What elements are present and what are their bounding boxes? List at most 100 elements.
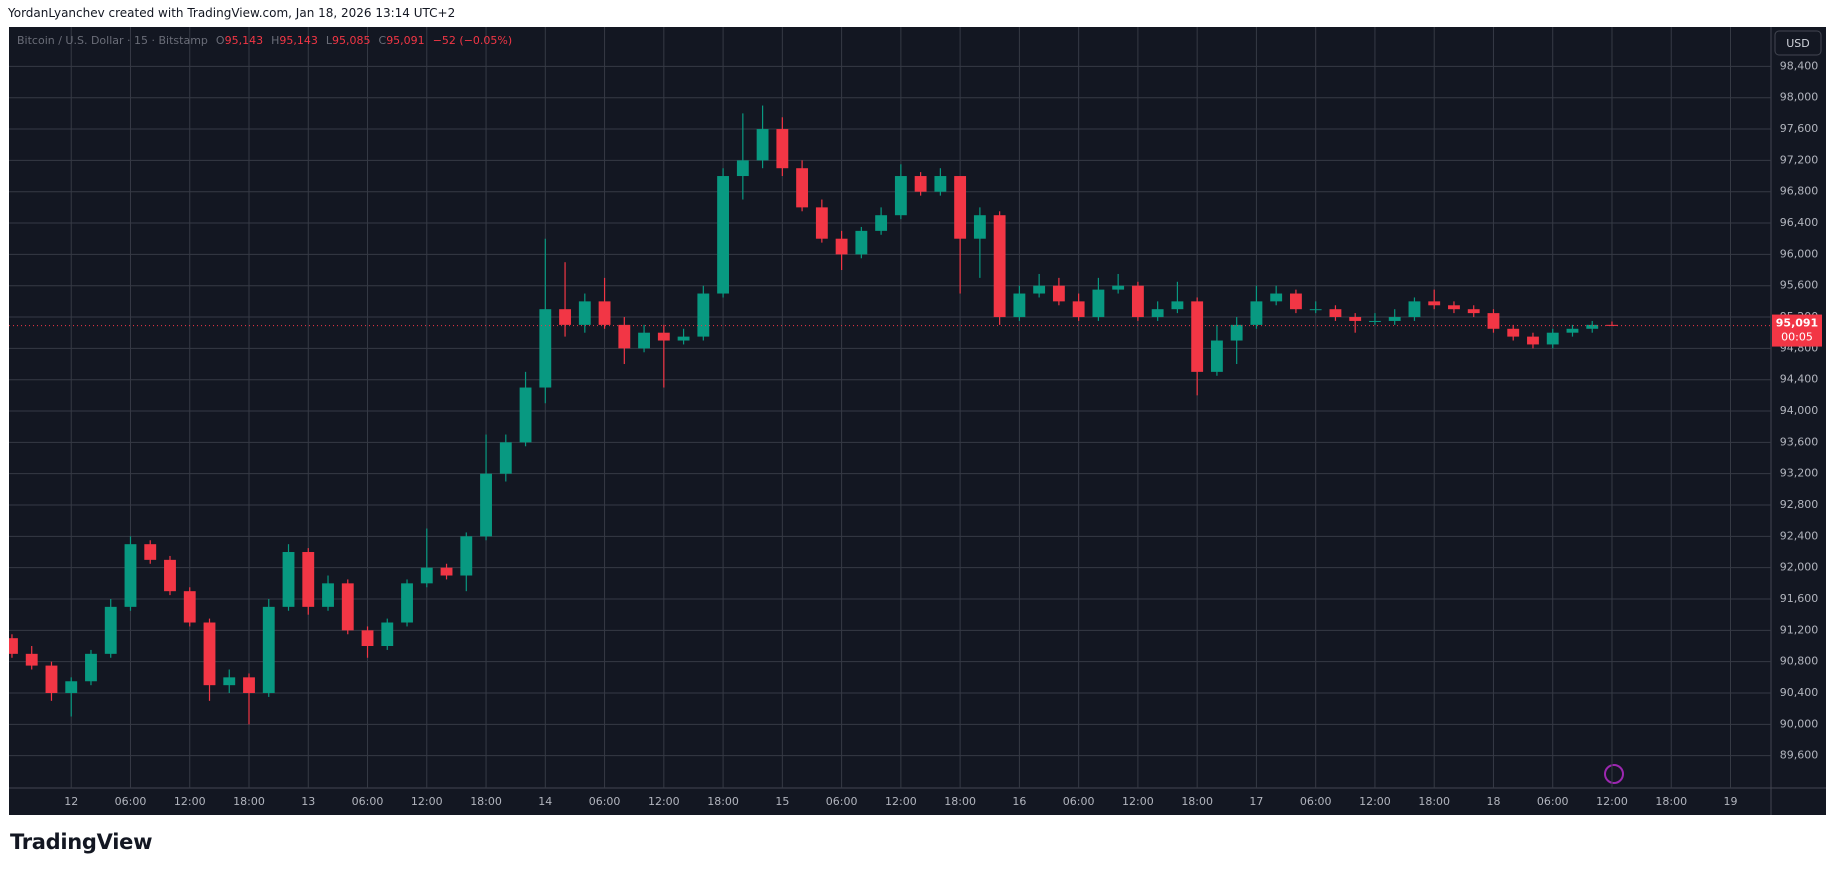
x-tick-label: 16 bbox=[1012, 795, 1026, 808]
legend-low: 95,085 bbox=[332, 34, 371, 47]
candle-body bbox=[1606, 324, 1618, 326]
candle-body bbox=[1487, 313, 1500, 329]
candle-body bbox=[894, 176, 907, 216]
x-tick-label: 18:00 bbox=[470, 795, 502, 808]
x-tick-label: 12:00 bbox=[1122, 795, 1154, 808]
candle-body bbox=[440, 567, 453, 576]
x-tick-label: 18:00 bbox=[1655, 795, 1687, 808]
y-tick-label: 95,600 bbox=[1780, 279, 1819, 292]
candle-body bbox=[460, 536, 473, 576]
last-price-box bbox=[1772, 314, 1822, 347]
y-tick-label: 98,400 bbox=[1780, 59, 1819, 72]
candle-body bbox=[144, 544, 157, 560]
x-tick-label: 13 bbox=[301, 795, 315, 808]
candle-body bbox=[1092, 289, 1105, 318]
x-tick-label: 18:00 bbox=[707, 795, 739, 808]
y-tick-label: 96,000 bbox=[1780, 247, 1819, 260]
candle-body bbox=[578, 301, 591, 325]
candle-body bbox=[1388, 317, 1401, 321]
y-tick-label: 90,000 bbox=[1780, 717, 1819, 730]
candle-body bbox=[697, 293, 710, 337]
x-tick-label: 18 bbox=[1486, 795, 1500, 808]
y-tick-label: 89,600 bbox=[1780, 749, 1819, 762]
x-tick-label: 06:00 bbox=[1537, 795, 1569, 808]
y-tick-label: 91,200 bbox=[1780, 623, 1819, 636]
candle-body bbox=[1408, 301, 1421, 318]
candle-body bbox=[1566, 328, 1579, 333]
x-tick-label: 12:00 bbox=[648, 795, 680, 808]
candle-body bbox=[9, 638, 18, 654]
x-tick-label: 12:00 bbox=[411, 795, 443, 808]
x-tick-label: 18:00 bbox=[1181, 795, 1213, 808]
legend-low-label: L bbox=[326, 34, 333, 47]
alert-icon[interactable] bbox=[1604, 764, 1624, 784]
x-tick-label: 12:00 bbox=[174, 795, 206, 808]
candle-body bbox=[223, 677, 236, 686]
candle-body bbox=[381, 622, 394, 647]
x-tick-label: 18:00 bbox=[944, 795, 976, 808]
y-tick-label: 96,400 bbox=[1780, 216, 1819, 229]
candle-body bbox=[1527, 336, 1539, 345]
candle-body bbox=[776, 129, 789, 169]
candle-body bbox=[499, 442, 512, 474]
candle-body bbox=[539, 309, 552, 388]
legend-close-label: C bbox=[379, 34, 387, 47]
candle-body bbox=[243, 677, 255, 694]
candle-body bbox=[1467, 309, 1480, 314]
candles bbox=[9, 105, 1618, 725]
candle-body bbox=[1151, 309, 1164, 318]
chart-background bbox=[9, 27, 1826, 815]
candle-body bbox=[1250, 301, 1263, 325]
x-tick-label: 06:00 bbox=[1300, 795, 1332, 808]
brand: TradingView bbox=[10, 830, 153, 854]
candle-body bbox=[65, 681, 78, 694]
candle-body bbox=[914, 176, 927, 192]
x-tick-label: 12:00 bbox=[1359, 795, 1391, 808]
currency-button[interactable] bbox=[1774, 30, 1822, 56]
candle-body bbox=[1112, 285, 1125, 290]
candle-body bbox=[1191, 301, 1204, 372]
x-tick-label: 18:00 bbox=[233, 795, 265, 808]
legend-high-label: H bbox=[271, 34, 279, 47]
legend-high: 95,143 bbox=[279, 34, 318, 47]
candle-body bbox=[657, 332, 670, 341]
y-tick-label: 97,600 bbox=[1780, 122, 1819, 135]
y-tick-label: 98,000 bbox=[1780, 91, 1819, 104]
candle-body bbox=[401, 583, 413, 623]
legend-open-label: O bbox=[216, 34, 225, 47]
candle-body bbox=[85, 653, 97, 682]
y-tick-label: 90,400 bbox=[1780, 686, 1819, 699]
y-tick-label: 92,000 bbox=[1780, 561, 1819, 574]
candle-body bbox=[618, 324, 631, 349]
candle-body bbox=[973, 215, 986, 239]
candle-body bbox=[203, 622, 216, 686]
candle-body bbox=[420, 567, 433, 584]
candle-body bbox=[341, 583, 354, 631]
x-tick-label: 06:00 bbox=[826, 795, 858, 808]
x-tick-label: 15 bbox=[775, 795, 789, 808]
y-tick-label: 90,800 bbox=[1780, 655, 1819, 668]
candle-body bbox=[736, 160, 749, 177]
x-tick-label: 18:00 bbox=[1418, 795, 1450, 808]
candle-body bbox=[815, 207, 828, 239]
candle-body bbox=[164, 559, 176, 592]
candle-body bbox=[875, 215, 888, 231]
candle-body bbox=[1072, 301, 1085, 318]
x-tick-label: 14 bbox=[538, 795, 552, 808]
x-tick-label: 12 bbox=[64, 795, 78, 808]
candle-body bbox=[1171, 301, 1184, 310]
candle-body bbox=[756, 129, 769, 161]
candle-body bbox=[1210, 340, 1223, 372]
last-price-label: 95,091 bbox=[1776, 317, 1818, 330]
candle-body bbox=[104, 606, 117, 654]
candle-body bbox=[717, 176, 730, 294]
y-tick-label: 94,400 bbox=[1780, 373, 1819, 386]
candle-body bbox=[598, 301, 611, 325]
y-tick-label: 91,600 bbox=[1780, 592, 1819, 605]
candle-body bbox=[1329, 309, 1342, 318]
x-tick-label: 06:00 bbox=[115, 795, 147, 808]
candle-body bbox=[638, 332, 650, 349]
candle-body bbox=[480, 473, 492, 537]
candle-body bbox=[1369, 320, 1381, 322]
candle-body bbox=[835, 238, 848, 255]
